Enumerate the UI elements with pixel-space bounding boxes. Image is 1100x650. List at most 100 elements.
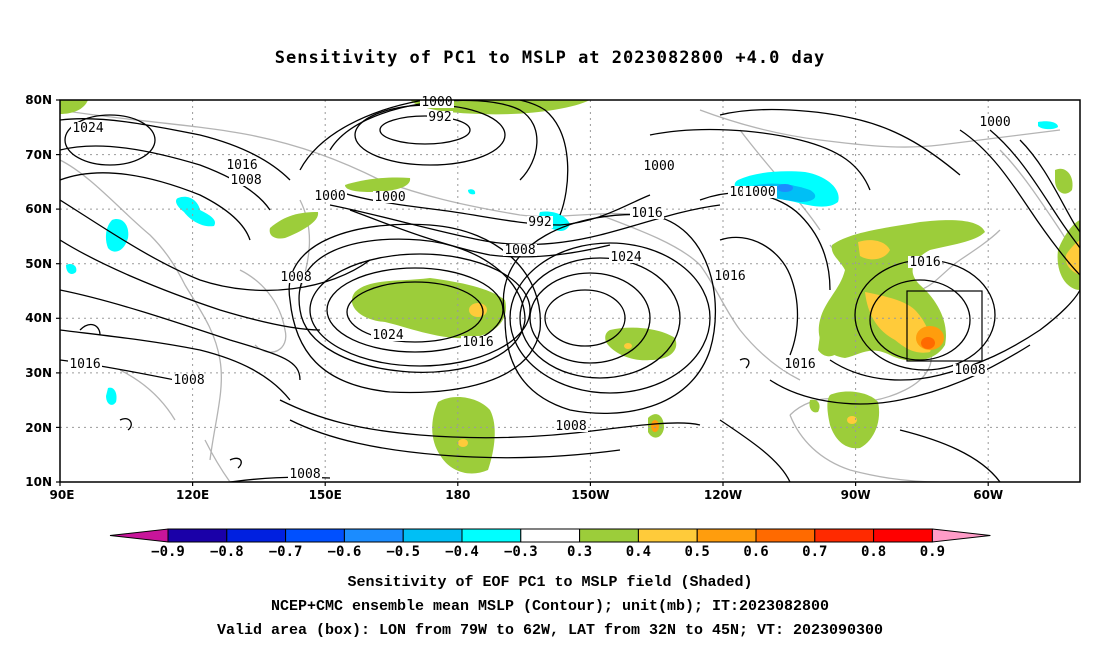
contour-label: 1008 [280, 270, 311, 285]
contour-label: 1000 [314, 189, 345, 204]
lat-label: 80N [25, 93, 52, 107]
colorbar-swatch [637, 528, 698, 543]
contour-label-bg [743, 186, 777, 198]
contour-label: 1008 [173, 373, 204, 388]
contour-label: 1000 [421, 95, 452, 110]
contour-label: 1016 [909, 255, 940, 270]
contour-label-bg [953, 364, 987, 376]
contour-label: 1016 [69, 357, 100, 372]
colorbar-swatch [461, 528, 522, 543]
lon-label: 180 [445, 488, 470, 502]
lon-label: 60W [973, 488, 1003, 502]
caption-line-3: Valid area (box): LON from 79W to 62W, L… [216, 622, 884, 639]
contour-label-bg [420, 96, 454, 108]
lat-label: 70N [25, 148, 52, 162]
contour-label: 1008 [289, 467, 320, 482]
colorbar-label: −0.4 [445, 544, 479, 560]
colorbar-label: −0.6 [328, 544, 362, 560]
colorbar-swatch [873, 528, 933, 543]
contour-label: 1008 [504, 243, 535, 258]
contour-label-bg [630, 207, 664, 219]
colorbar-label: 0.7 [802, 544, 827, 560]
colorbar-label: −0.5 [386, 544, 420, 560]
contour-label-bg [229, 174, 263, 186]
contour-label-bg [783, 358, 817, 370]
contour-label-bg [225, 159, 259, 171]
valid-area-box [906, 290, 983, 362]
contour-label: 1000 [643, 159, 674, 174]
contour-label: 1008 [954, 363, 985, 378]
colorbar-swatch [402, 528, 463, 543]
contour-label: 1016 [631, 206, 662, 221]
lat-label: 30N [25, 366, 52, 380]
map-title: Sensitivity of PC1 to MSLP at 2023082800… [274, 48, 826, 68]
contour-label: 1016 [226, 158, 257, 173]
contour-label: 1016 [784, 357, 815, 372]
latitude-labels: 80N 70N 60N 50N 40N 30N 20N 10N [25, 93, 52, 489]
colorbar-label: 0.5 [685, 544, 710, 560]
contour-label: 1008 [555, 419, 586, 434]
contour-label: 1016 [462, 335, 493, 350]
contour-label: 992 [428, 110, 451, 125]
lon-label: 120E [176, 488, 209, 502]
colorbar-swatch [755, 528, 816, 543]
colorbar-swatch [696, 528, 757, 543]
positive-area-central-pacific [432, 396, 495, 474]
colorbar-label: 0.4 [626, 544, 651, 560]
contour-label: 1016 [714, 269, 745, 284]
contour-label-bg [373, 191, 407, 203]
contour-label-bg [68, 358, 102, 370]
contour-label-bg [713, 270, 747, 282]
contour-label: 992 [528, 215, 551, 230]
colorbar-label: −0.3 [504, 544, 538, 560]
sensitivity-shading [60, 100, 1080, 474]
contour-label-bg [313, 190, 347, 202]
colorbar-label: 0.8 [861, 544, 886, 560]
colorbar-label: 0.9 [920, 544, 945, 560]
contour-label-bg [172, 374, 206, 386]
lon-label: 90W [841, 488, 871, 502]
lon-label: 150E [309, 488, 342, 502]
contour-label-bg [371, 329, 405, 341]
contour-label-bg [427, 111, 453, 123]
lat-label: 60N [25, 202, 52, 216]
lon-label: 120W [704, 488, 742, 502]
lon-label: 150W [571, 488, 609, 502]
contour-label: 1000 [374, 190, 405, 205]
lat-label: 50N [25, 257, 52, 271]
colorbar-arrow-left [109, 528, 169, 543]
contour-label: 1024 [72, 121, 103, 136]
contour-label-bg [279, 271, 313, 283]
contour-label: 1000 [744, 185, 775, 200]
contour-label-bg [554, 420, 588, 432]
lat-label: 40N [25, 311, 52, 325]
contour-label-bg [527, 216, 553, 228]
colorbar-swatch [814, 528, 875, 543]
colorbar-swatch [579, 528, 639, 543]
colorbar-swatch [167, 528, 228, 543]
contour-label-bg [461, 336, 495, 348]
contour-label: 1008 [230, 173, 261, 188]
colorbar-swatch [226, 528, 287, 543]
positive-core [469, 303, 487, 317]
contour-label-bg [71, 122, 105, 134]
colorbar: −0.9 −0.8 −0.7 −0.6 −0.5 −0.4 −0.3 0.3 0.4 0.5 0.6… [109, 528, 991, 560]
colorbar-label: 0.6 [743, 544, 768, 560]
colorbar-arrow-right [931, 528, 991, 543]
contour-label-bg [609, 251, 643, 263]
colorbar-swatch [343, 528, 404, 543]
contour-label-bg [978, 116, 1012, 128]
caption-line-2: NCEP+CMC ensemble mean MSLP (Contour); u… [270, 598, 830, 615]
colorbar-label: 0.3 [567, 544, 592, 560]
mslp-contours [60, 100, 1080, 482]
lat-label: 10N [25, 475, 52, 489]
positive-area-east-pacific [605, 327, 677, 361]
contour-label: 1024 [610, 250, 641, 265]
map-frame [59, 99, 1081, 483]
colorbar-swatch [520, 528, 581, 543]
contour-label-bg [642, 160, 676, 172]
longitude-labels: 90E 120E 150E 180 150W 120W 90W 60W [50, 488, 1004, 502]
colorbar-label: −0.8 [210, 544, 244, 560]
